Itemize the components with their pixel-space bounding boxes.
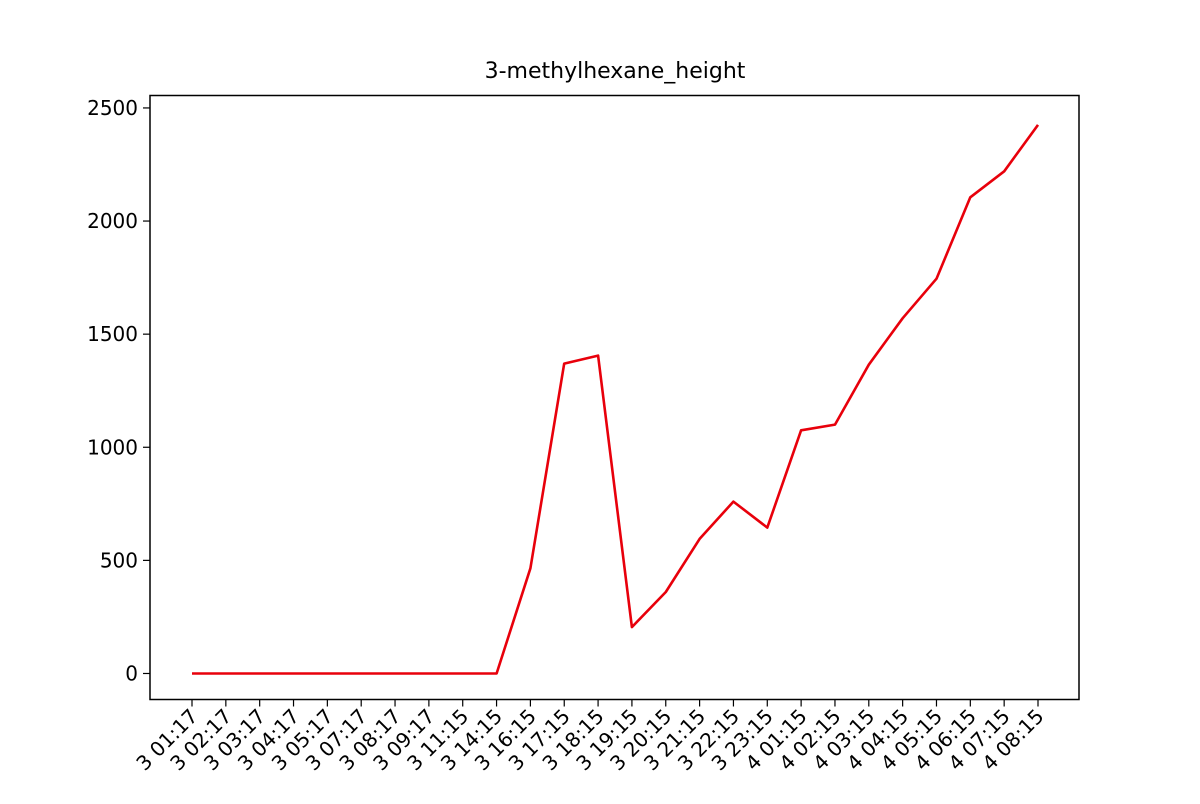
y-tick-label: 500 <box>100 548 138 572</box>
y-tick-label: 2500 <box>87 96 138 120</box>
y-tick-label: 2000 <box>87 209 138 233</box>
y-tick-label: 1000 <box>87 435 138 459</box>
series-line <box>192 124 1040 675</box>
y-tick-label: 1500 <box>87 322 138 346</box>
y-axis: 0 500 1000 1500 2000 2500 <box>87 96 150 685</box>
plot-area-frame <box>149 94 1080 701</box>
y-tick-label: 0 <box>125 661 138 685</box>
series-layer <box>192 124 1040 675</box>
chart-title: 3-methylhexane_height <box>485 59 746 84</box>
x-axis: 3 01:173 02:173 03:173 04:173 05:173 07:… <box>131 699 1049 775</box>
